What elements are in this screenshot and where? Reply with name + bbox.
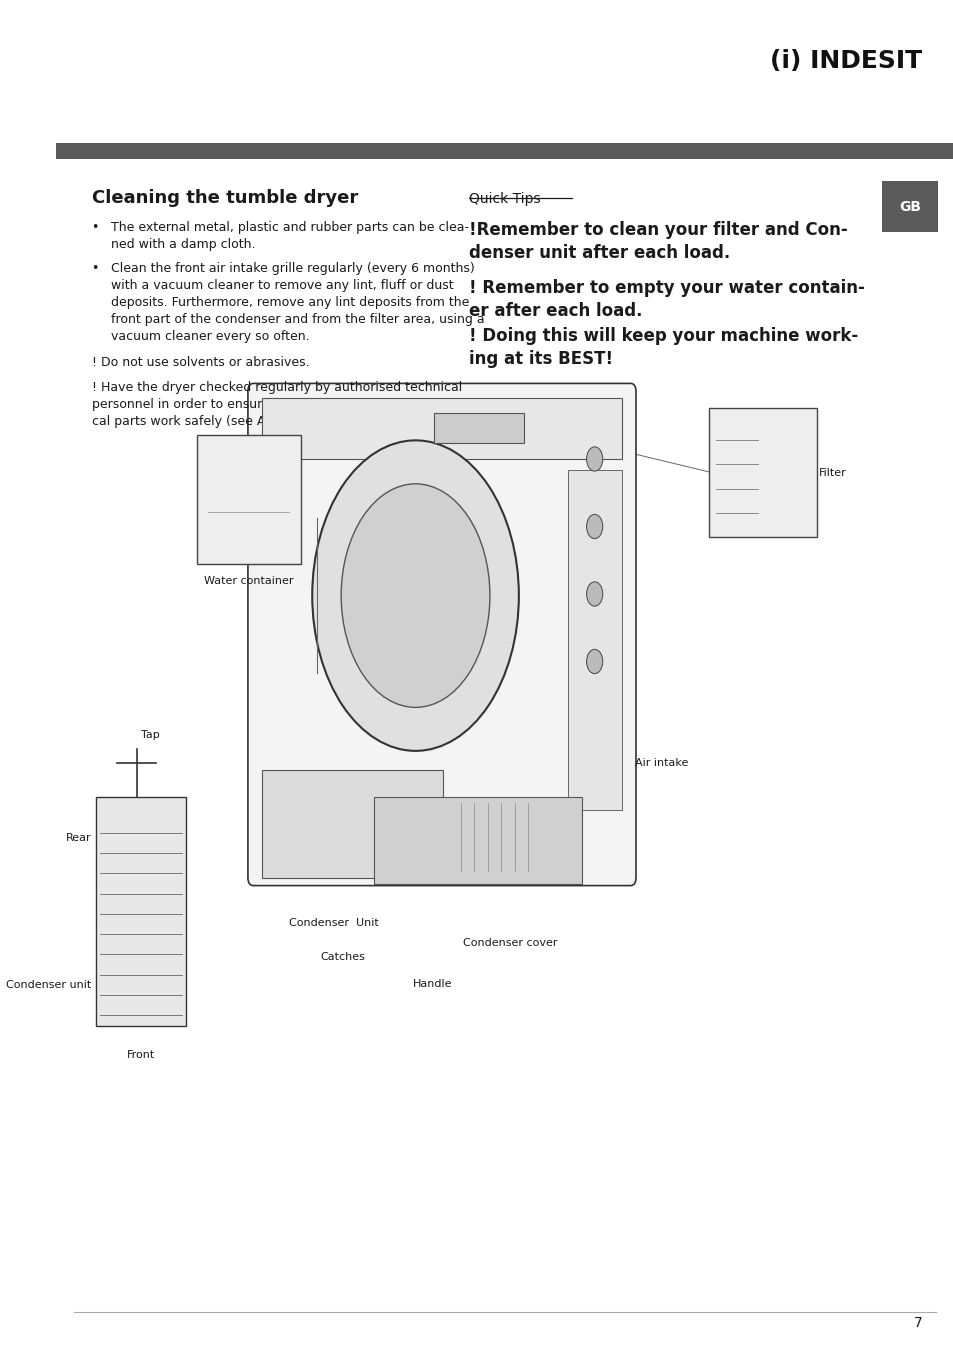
Text: 7: 7 <box>913 1316 922 1330</box>
FancyBboxPatch shape <box>434 413 524 443</box>
FancyBboxPatch shape <box>262 398 621 459</box>
Text: Air intake: Air intake <box>635 757 688 768</box>
Text: The external metal, plastic and rubber parts can be clea-
ned with a damp cloth.: The external metal, plastic and rubber p… <box>112 221 469 251</box>
Text: •: • <box>91 221 99 235</box>
FancyBboxPatch shape <box>96 796 186 1026</box>
Text: Condenser  Unit: Condenser Unit <box>289 918 378 927</box>
Text: Front: Front <box>127 1050 155 1060</box>
Text: ! Have the dryer checked regularly by authorised technical
personnel in order to: ! Have the dryer checked regularly by au… <box>91 381 475 428</box>
Circle shape <box>586 582 602 606</box>
FancyBboxPatch shape <box>262 769 443 878</box>
Text: Cleaning the tumble dryer: Cleaning the tumble dryer <box>91 189 357 207</box>
Text: GB: GB <box>898 200 920 213</box>
Text: ! Doing this will keep your machine work-
ing at its BEST!: ! Doing this will keep your machine work… <box>469 327 858 367</box>
Circle shape <box>312 440 518 751</box>
Text: Condenser cover: Condenser cover <box>462 938 557 948</box>
Text: Handle: Handle <box>413 979 453 988</box>
Text: Clean the front air intake grille regularly (every 6 months)
with a vacuum clean: Clean the front air intake grille regula… <box>112 262 484 343</box>
Text: (i) INDESIT: (i) INDESIT <box>769 49 922 73</box>
FancyBboxPatch shape <box>567 470 621 810</box>
Circle shape <box>586 649 602 674</box>
FancyBboxPatch shape <box>882 181 937 232</box>
FancyBboxPatch shape <box>55 143 953 159</box>
Circle shape <box>341 483 490 707</box>
Text: Tap: Tap <box>141 730 159 740</box>
Text: Rear: Rear <box>66 833 91 842</box>
Text: ! Remember to empty your water contain-
er after each load.: ! Remember to empty your water contain- … <box>469 279 863 320</box>
FancyBboxPatch shape <box>248 383 636 886</box>
Text: !Remember to clean your filter and Con-
denser unit after each load.: !Remember to clean your filter and Con- … <box>469 221 847 262</box>
Text: Condenser unit: Condenser unit <box>7 980 91 990</box>
FancyBboxPatch shape <box>708 408 817 537</box>
Text: Quick Tips: Quick Tips <box>469 192 540 205</box>
Text: •: • <box>91 262 99 275</box>
Text: Filter: Filter <box>819 467 846 478</box>
FancyBboxPatch shape <box>196 435 300 564</box>
Circle shape <box>586 514 602 539</box>
Text: ! Do not use solvents or abrasives.: ! Do not use solvents or abrasives. <box>91 356 309 370</box>
Circle shape <box>586 447 602 471</box>
Text: Water container: Water container <box>204 576 294 586</box>
Text: Catches: Catches <box>320 952 365 961</box>
FancyBboxPatch shape <box>374 796 581 884</box>
